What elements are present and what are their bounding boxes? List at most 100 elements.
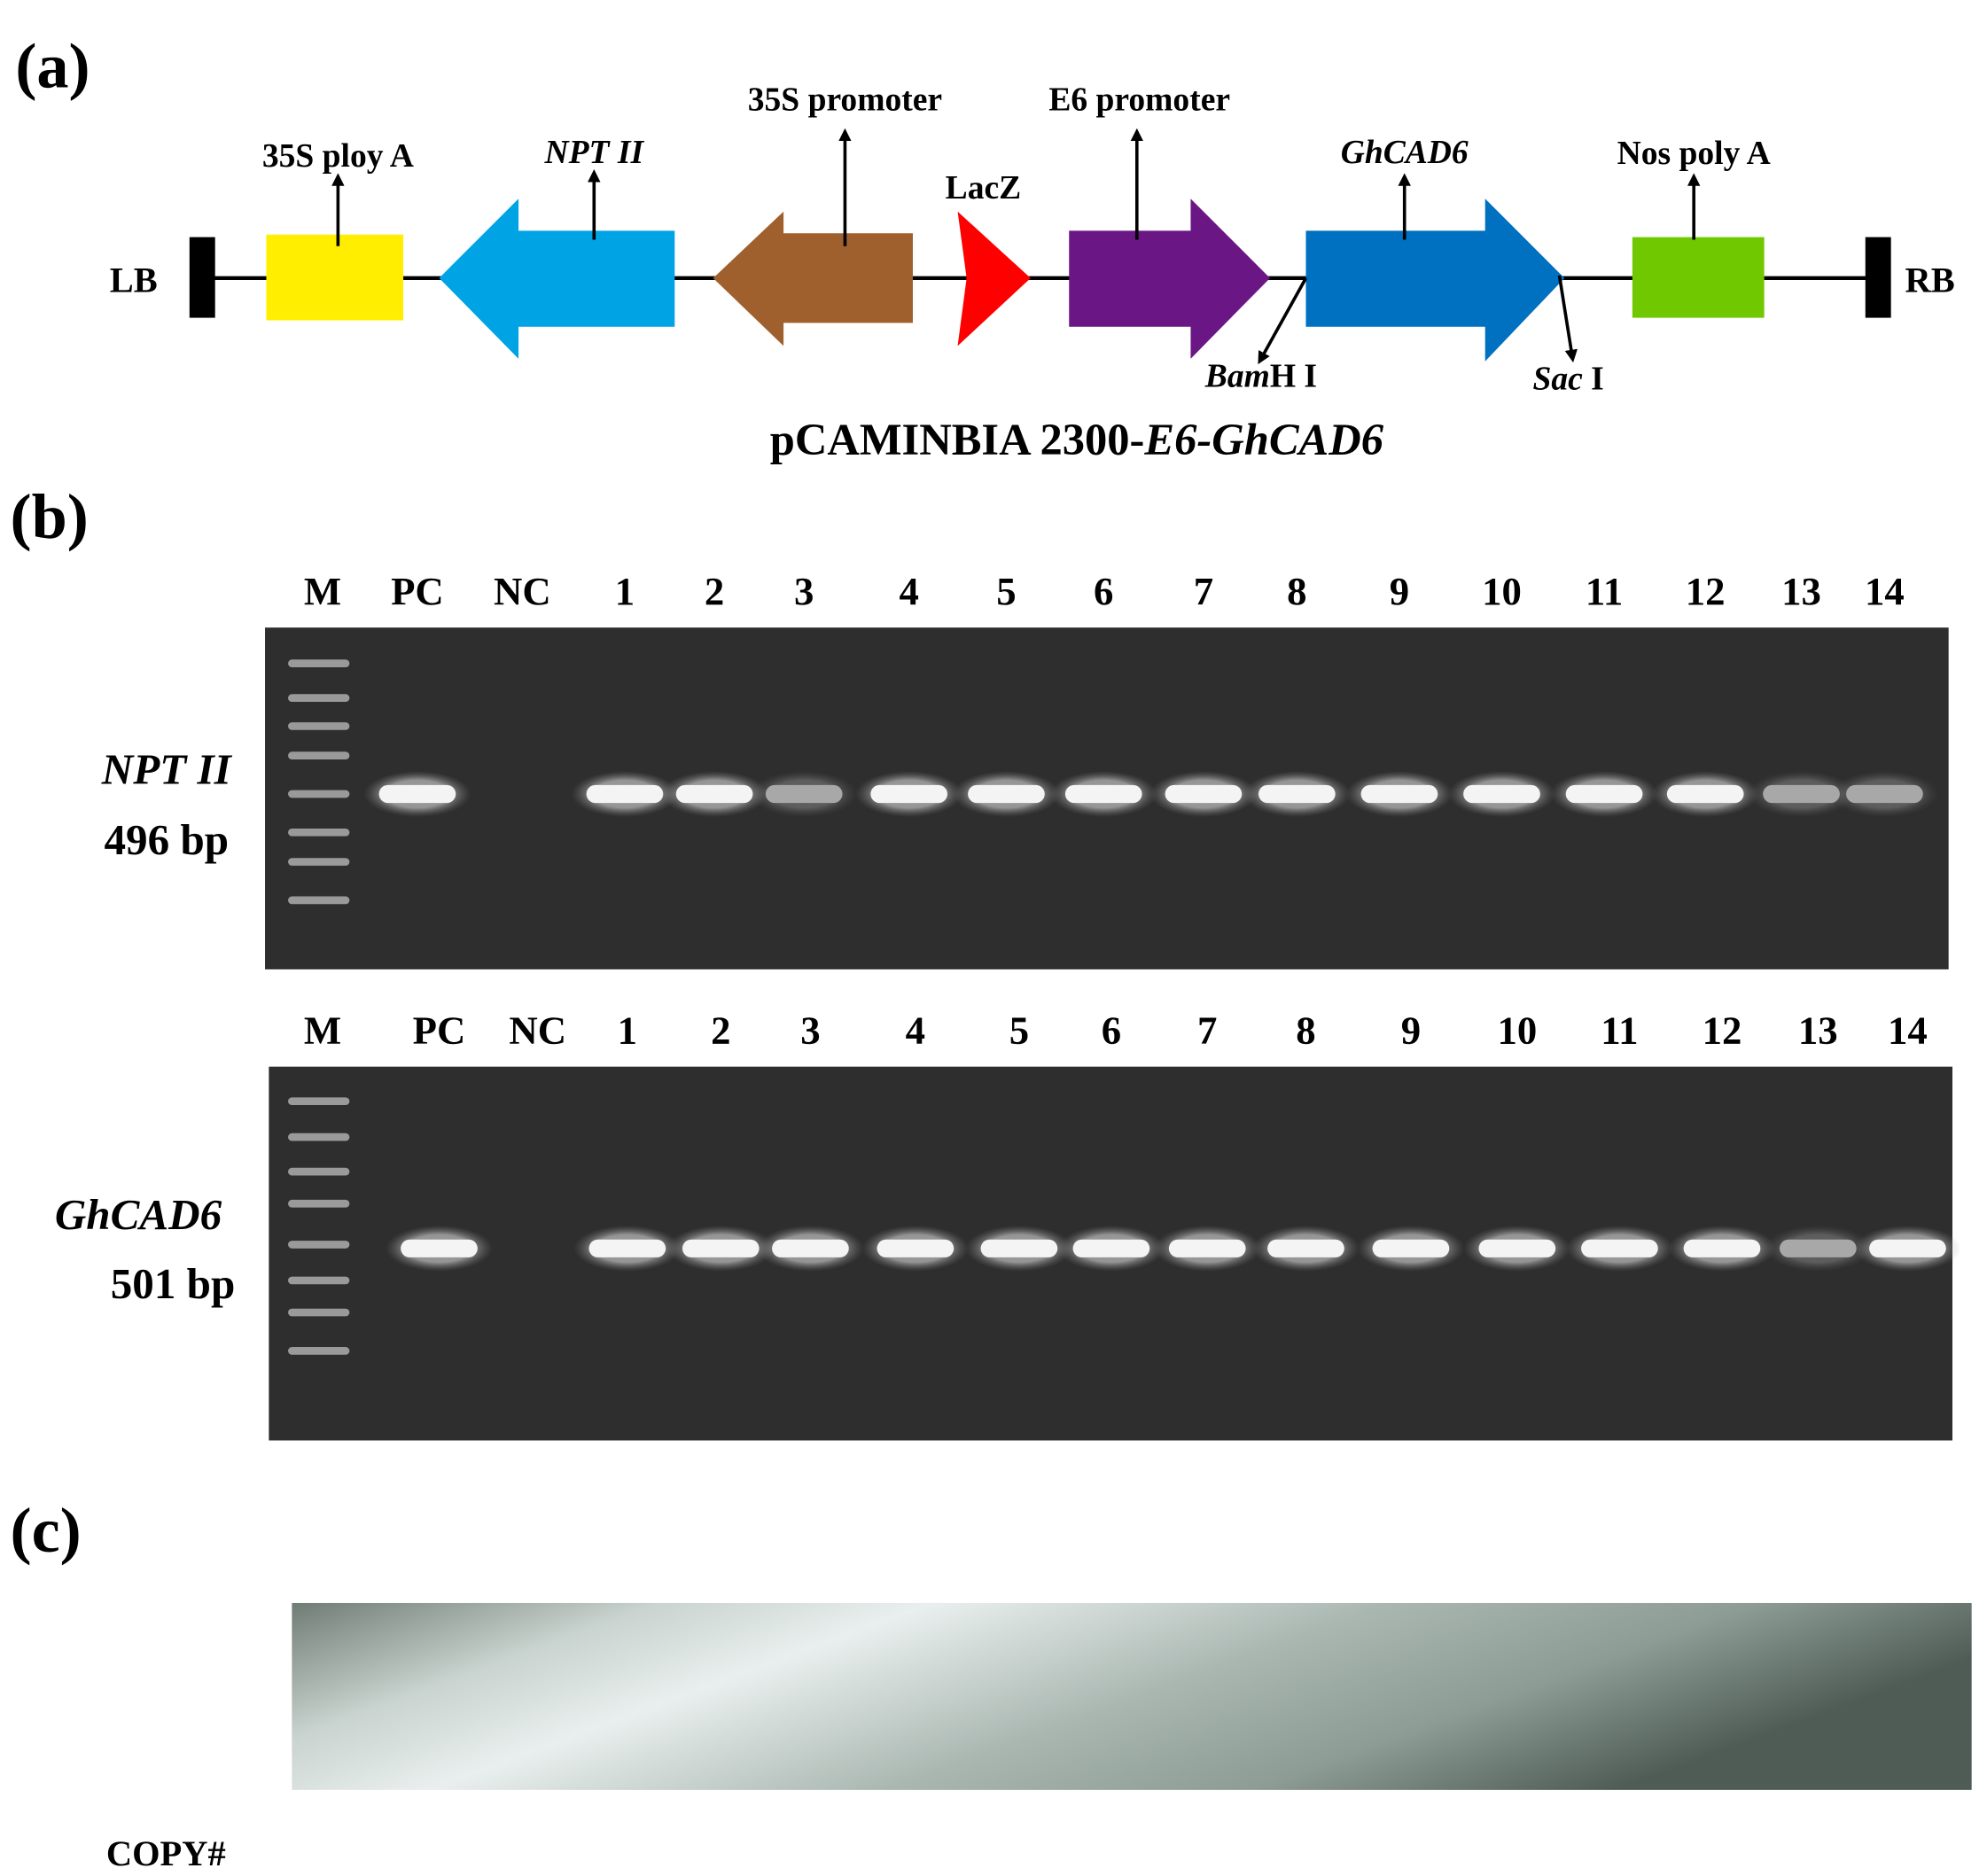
lane-label: 2 [711,1008,730,1053]
lane-label: 2 [705,569,724,613]
lane-label: PC [413,1008,466,1053]
marker-band [288,1199,350,1208]
copy-label: COPY# [106,1833,226,1873]
site-plain: I [1583,361,1604,397]
band [870,784,947,804]
band [1565,784,1643,804]
band [1372,1239,1450,1257]
band [1168,1239,1246,1257]
band [980,1239,1058,1257]
element-label: E6 promoter [1048,82,1230,119]
band [1846,784,1923,804]
band [1666,784,1744,804]
element-label: 35S ploy A [262,138,414,175]
construct-map: LB RB 35S ploy A NPT II 35S promoter Lac… [110,82,1955,465]
band [877,1239,955,1257]
lane-label: 10 [1482,569,1522,613]
marker-band [288,1133,350,1141]
lane-label: 4 [899,569,918,613]
lane-label: 11 [1601,1008,1638,1053]
construct-title: pCAMINBIA 2300-E6-GhCAD6 [770,415,1384,464]
band [1360,784,1438,804]
rb-border [1865,237,1891,318]
e6-arrow [1069,198,1271,359]
lacz-arrow [957,211,1031,346]
band [675,784,753,804]
marker-band [288,828,350,837]
band [586,784,664,804]
band [1072,1239,1150,1257]
band [765,784,843,804]
site-italic: Bam [1204,359,1270,395]
lane-label: 12 [1686,569,1726,613]
pointer [1557,275,1578,363]
lane-label: NC [509,1008,566,1053]
marker-band [288,1276,350,1285]
lane-label: M [304,569,341,613]
band [1763,784,1840,804]
lane-label: 13 [1798,1008,1838,1053]
band [1463,784,1540,804]
lane-label: 14 [1888,1008,1928,1053]
lane-label: 8 [1296,1008,1315,1053]
promoter-arrow [713,211,913,346]
gene-label: NPT II [101,744,233,793]
lane-label: 4 [906,1008,925,1053]
size-label: 496 bp [105,815,230,864]
lane-label: 10 [1497,1008,1537,1053]
band [682,1239,760,1257]
lane-label: M [304,1008,341,1053]
marker-band [288,694,350,702]
title-plain: pCAMINBIA 2300- [770,415,1145,464]
band [1267,1239,1344,1257]
pointer [1258,276,1308,365]
band [1478,1239,1556,1257]
lane-label: NC [494,569,551,613]
band [401,1239,478,1257]
band [1165,784,1243,804]
lane-label: 3 [794,569,814,613]
panel-label: (c) [11,1495,82,1566]
band [588,1239,666,1257]
site-italic: Sac [1532,361,1583,397]
lane-label: 6 [1102,1008,1121,1053]
element-label: GhCAD6 [1341,135,1469,171]
lane-label: 9 [1390,569,1409,613]
nos-box [1632,237,1765,318]
lane-label: 5 [996,569,1016,613]
element-label: NPT II [543,135,644,171]
lane-label: 7 [1194,569,1213,613]
lane-label: 14 [1865,569,1905,613]
band [378,784,456,804]
marker-band [288,858,350,866]
marker-band [288,1308,350,1317]
band [1064,784,1142,804]
lane-label: 1 [615,569,635,613]
site-plain: H I [1270,359,1317,395]
band [1779,1239,1857,1257]
marker-band [288,1167,350,1176]
marker-band [288,1241,350,1249]
band [1581,1239,1658,1257]
size-label: 501 bp [111,1259,236,1308]
marker-band [288,1097,350,1106]
panel-label: (a) [15,31,90,102]
marker-band [288,722,350,730]
marker-band [288,896,350,905]
lane-label: 5 [1009,1008,1029,1053]
lane-label: 7 [1197,1008,1217,1053]
marker-band [288,659,350,667]
marker-band [288,751,350,759]
lane-label: 13 [1781,569,1821,613]
lane-label: 8 [1287,569,1306,613]
lane-label: 3 [800,1008,820,1053]
element-label: LacZ [946,170,1022,206]
band [772,1239,849,1257]
gene-label: GhCAD6 [55,1190,222,1239]
lane-label: 12 [1703,1008,1742,1053]
lane-label: 9 [1401,1008,1421,1053]
panel-label: (b) [11,481,89,552]
